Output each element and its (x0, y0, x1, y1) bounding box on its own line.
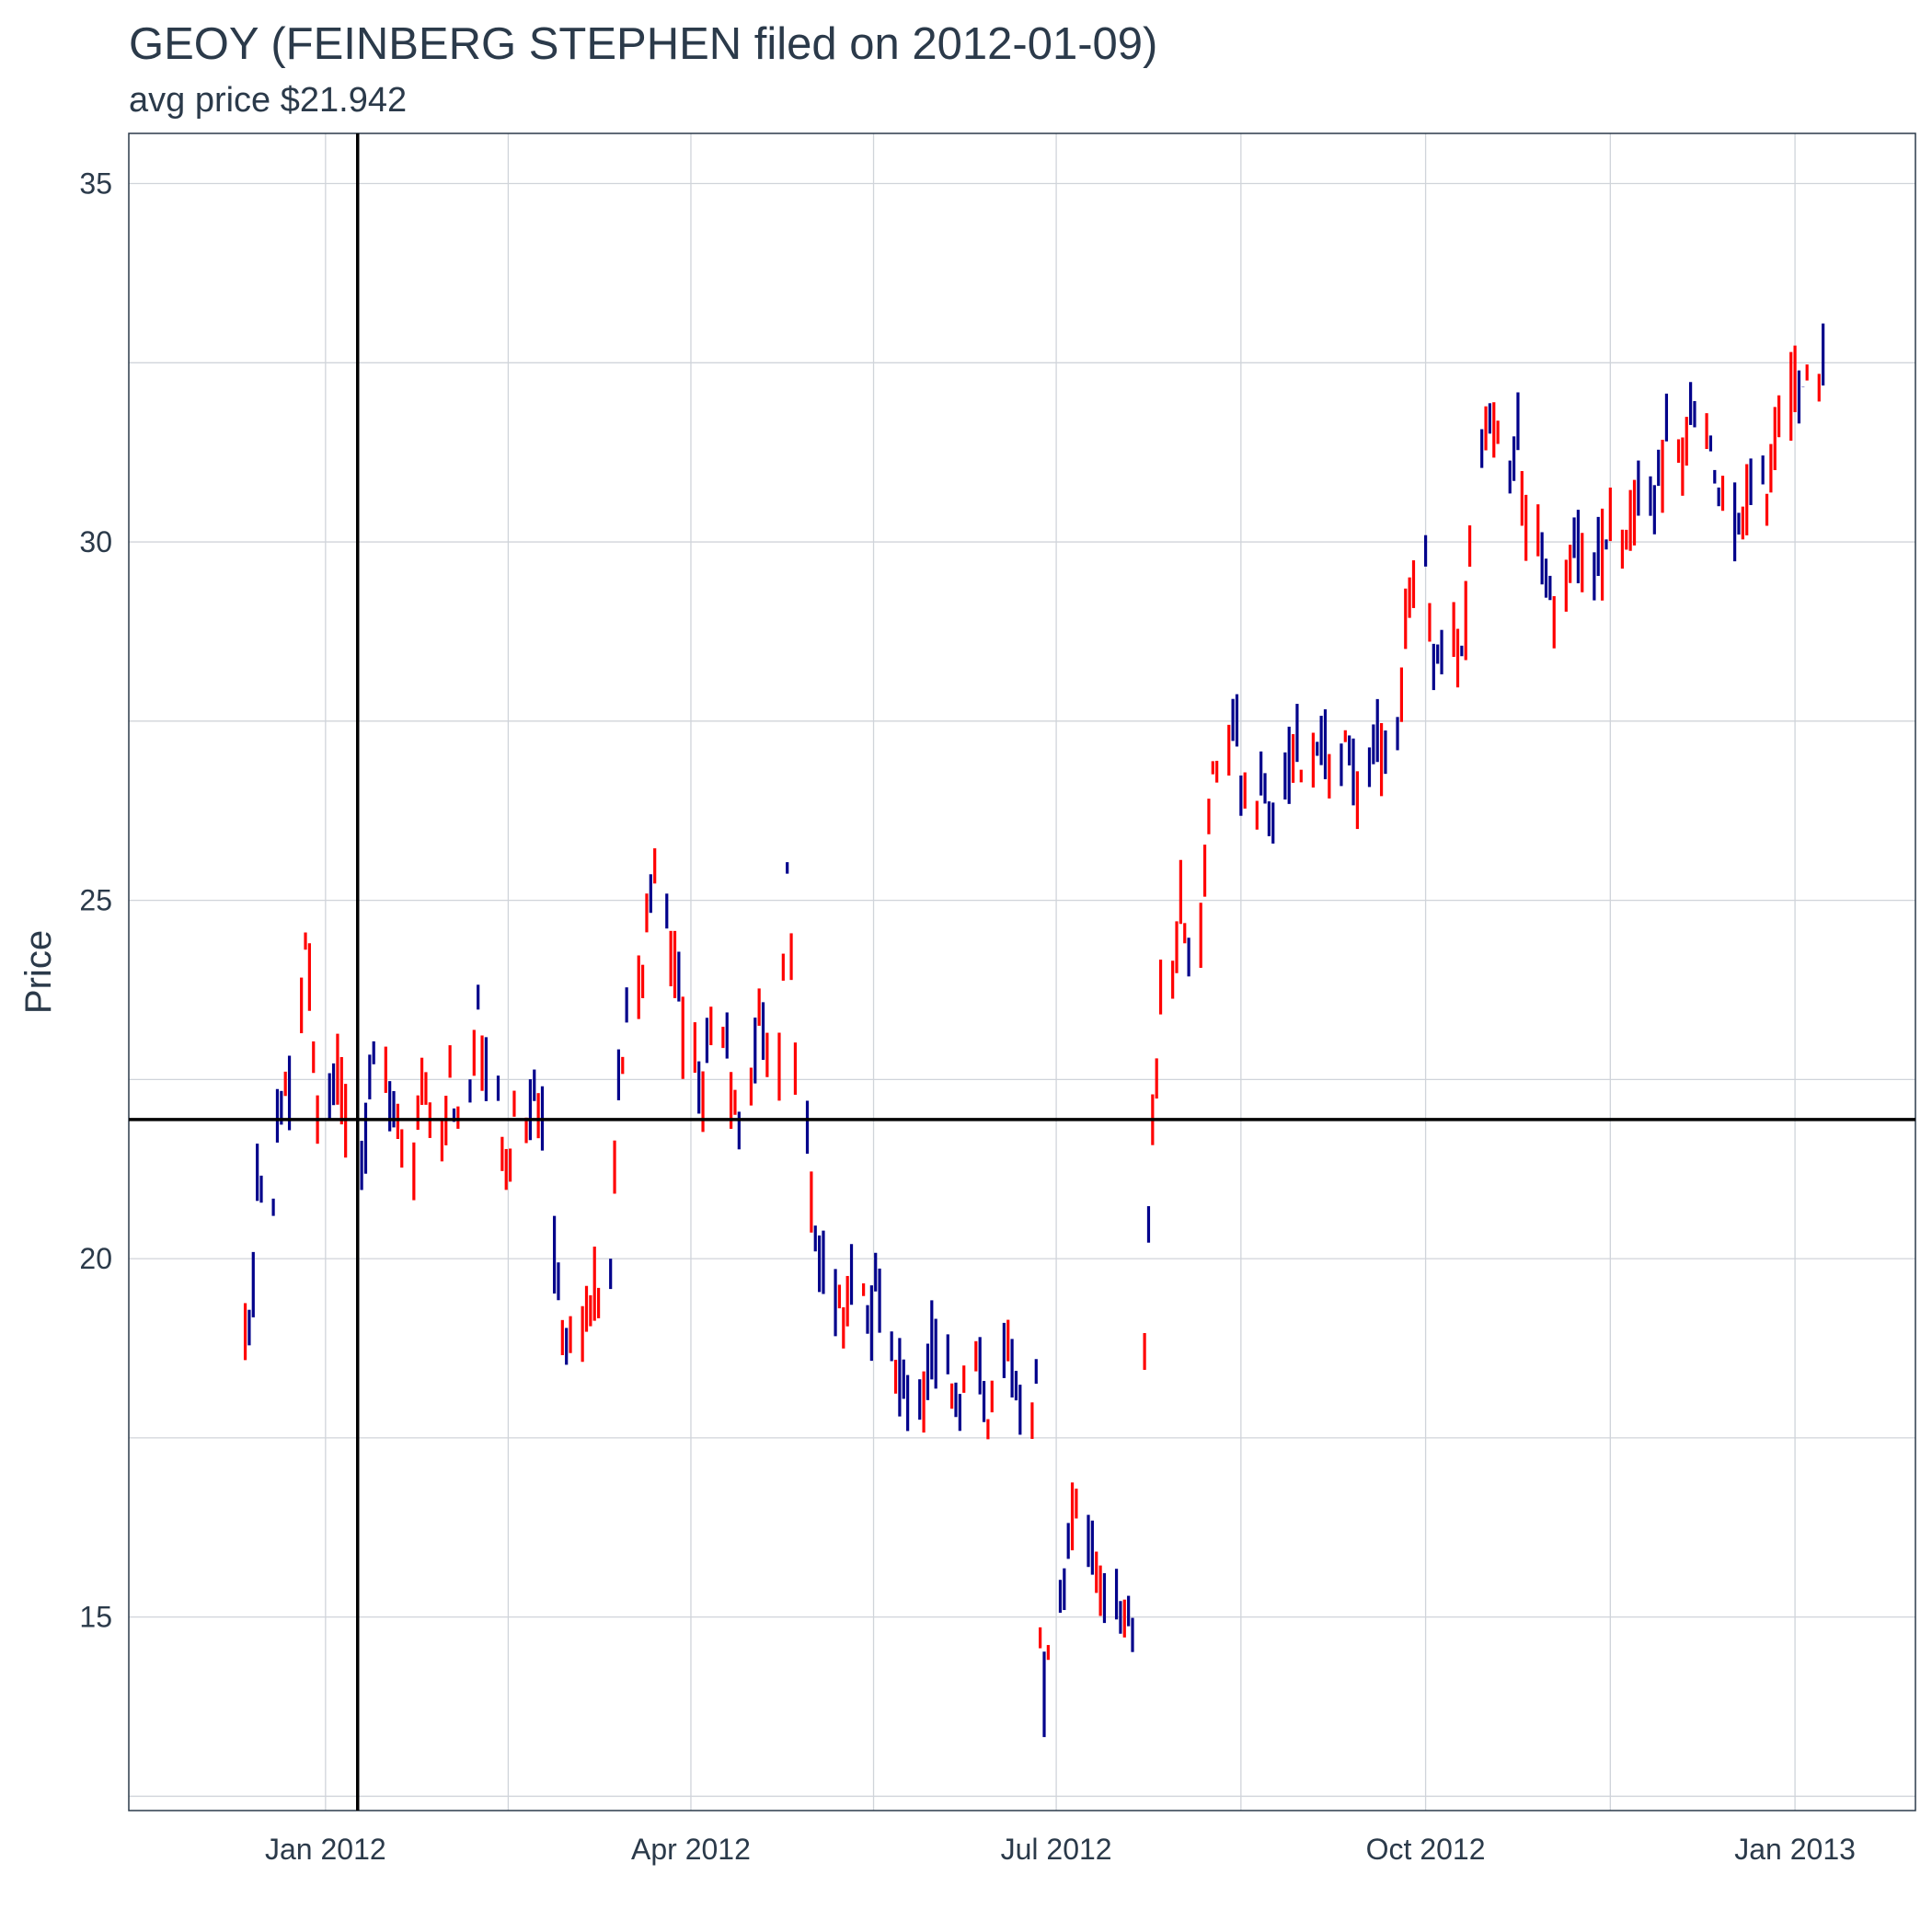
x-tick-label: Jan 2012 (265, 1833, 386, 1866)
reference-lines (129, 133, 1915, 1811)
chart-subtitle: avg price $21.942 (129, 81, 408, 120)
x-tick-label: Jul 2012 (1001, 1833, 1112, 1866)
x-tick-label: Jan 2013 (1734, 1833, 1856, 1866)
y-tick-label: 30 (79, 525, 112, 558)
y-tick-label: 15 (79, 1601, 112, 1634)
chart-title: GEOY (FEINBERG STEPHEN filed on 2012-01-… (129, 19, 1158, 69)
grid (129, 133, 1915, 1811)
plot-panel (128, 132, 1916, 1811)
axes: 15 20 25 30 35 Jan 2012 Apr 2012 Jul 2012 Oct 20… (79, 167, 1856, 1866)
x-tick-label: Apr 2012 (631, 1833, 751, 1866)
y-axis-title: Price (18, 930, 59, 1014)
y-tick-label: 35 (79, 167, 112, 201)
ohlc-bars (243, 323, 1825, 1738)
y-tick-label: 20 (79, 1242, 112, 1275)
x-tick-label: Oct 2012 (1366, 1833, 1486, 1866)
y-tick-label: 25 (79, 884, 112, 917)
